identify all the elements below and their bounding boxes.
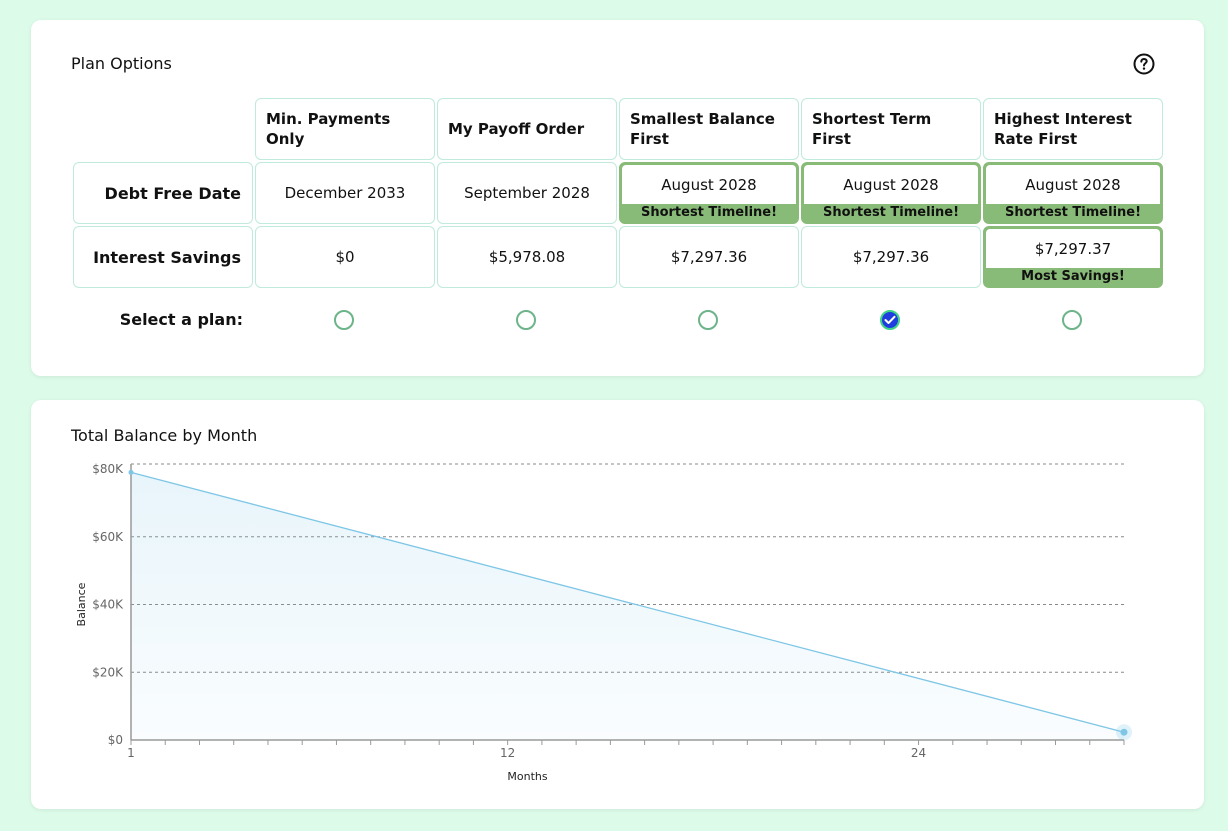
cell-value: December 2033 — [284, 184, 406, 202]
plan-radio-my-payoff-order[interactable] — [516, 310, 536, 330]
y-tick-label: $60K — [92, 530, 124, 544]
cell-value: August 2028 — [804, 165, 978, 204]
cell-value: $5,978.08 — [488, 248, 566, 266]
column-header-min-payments: Min. Payments Only — [255, 98, 435, 160]
shortest-timeline-badge: Shortest Timeline! — [822, 205, 960, 220]
debt-free-date-cell-highlighted: August 2028 Shortest Timeline! — [619, 162, 799, 224]
cell-value: $7,297.36 — [852, 248, 930, 266]
checkmark-icon — [884, 315, 896, 324]
cell-value: August 2028 — [986, 165, 1160, 204]
y-axis-title: Balance — [75, 582, 88, 626]
cell-value: $7,297.36 — [670, 248, 748, 266]
y-tick-label: $20K — [92, 665, 124, 679]
x-axis-title: Months — [507, 770, 547, 783]
shortest-timeline-badge: Shortest Timeline! — [1004, 205, 1142, 220]
chart-title: Total Balance by Month — [71, 426, 258, 445]
plan-radio-shortest-term[interactable] — [880, 310, 900, 330]
cell-value: September 2028 — [464, 184, 590, 202]
balance-area — [131, 472, 1124, 740]
y-tick-label: $0 — [108, 733, 123, 747]
column-header-label: Smallest Balance First — [630, 110, 775, 148]
column-header-label: Highest Interest Rate First — [994, 110, 1132, 148]
y-tick-label: $40K — [92, 598, 124, 612]
balance-chart: $0 $20K $40K $60K $80K 1 12 24 Months Balance — [75, 462, 1132, 783]
interest-savings-cell: $0 — [255, 226, 435, 288]
x-tick-label: 1 — [127, 746, 135, 760]
select-plan-label: Select a plan: — [119, 310, 243, 329]
interest-savings-cell: $7,297.36 — [619, 226, 799, 288]
row-header-label: Debt Free Date — [104, 183, 241, 203]
debt-free-date-cell-highlighted: August 2028 Shortest Timeline! — [801, 162, 981, 224]
interest-savings-cell-highlighted: $7,297.37 Most Savings! — [983, 226, 1163, 288]
cell-value: August 2028 — [622, 165, 796, 204]
plan-options-card: Plan Options Min. Payments Only My Payof… — [31, 20, 1204, 376]
plan-radio-highest-interest[interactable] — [1062, 310, 1082, 330]
column-header-smallest-balance: Smallest Balance First — [619, 98, 799, 160]
debt-free-date-cell: December 2033 — [255, 162, 435, 224]
balance-chart-card: Total Balance by Month $0 $20K $40K $60K $80… — [31, 400, 1204, 809]
question-circle-icon[interactable] — [1133, 53, 1155, 75]
row-header-interest-savings: Interest Savings — [73, 226, 253, 288]
column-header-highest-interest: Highest Interest Rate First — [983, 98, 1163, 160]
row-header-debt-free-date: Debt Free Date — [73, 162, 253, 224]
column-header-label: My Payoff Order — [448, 120, 585, 138]
interest-savings-cell: $7,297.36 — [801, 226, 981, 288]
x-tick-label: 12 — [500, 746, 515, 760]
column-header-my-payoff-order: My Payoff Order — [437, 98, 617, 160]
debt-free-date-cell-highlighted: August 2028 Shortest Timeline! — [983, 162, 1163, 224]
plan-options-title: Plan Options — [71, 54, 172, 73]
plan-radio-min-payments[interactable] — [334, 310, 354, 330]
y-tick-label: $80K — [92, 462, 124, 476]
debt-free-date-cell: September 2028 — [437, 162, 617, 224]
plan-radio-smallest-balance[interactable] — [698, 310, 718, 330]
data-point — [128, 469, 134, 475]
balance-line — [130, 471, 1125, 733]
column-header-label: Shortest Term First — [812, 110, 932, 148]
column-header-label: Min. Payments Only — [266, 110, 391, 148]
cell-value: $7,297.37 — [986, 229, 1160, 268]
most-savings-badge: Most Savings! — [1021, 269, 1125, 284]
x-tick-label: 24 — [911, 746, 926, 760]
shortest-timeline-badge: Shortest Timeline! — [640, 205, 778, 220]
row-header-label: Interest Savings — [93, 247, 241, 267]
cell-value: $0 — [335, 248, 355, 266]
column-header-shortest-term: Shortest Term First — [801, 98, 981, 160]
data-point — [1120, 728, 1128, 736]
interest-savings-cell: $5,978.08 — [437, 226, 617, 288]
